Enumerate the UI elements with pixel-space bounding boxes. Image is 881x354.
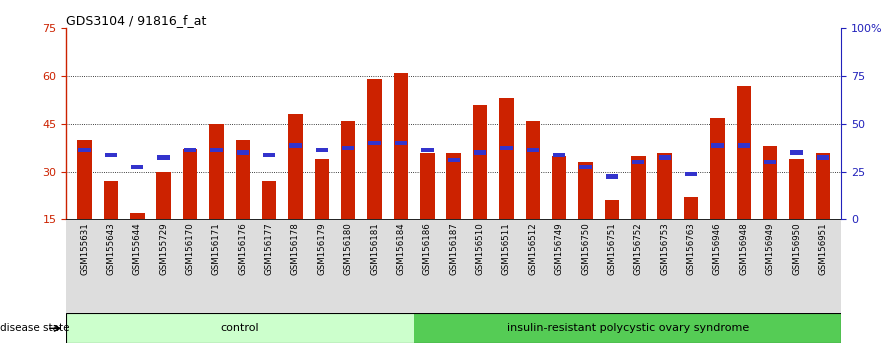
Text: GSM156512: GSM156512 — [529, 222, 537, 275]
Bar — [633, 160, 645, 164]
Text: GSM156181: GSM156181 — [370, 222, 379, 275]
Bar — [580, 165, 592, 169]
Bar — [763, 146, 777, 219]
Bar — [211, 148, 223, 153]
Bar — [527, 148, 539, 153]
Text: GSM156171: GSM156171 — [212, 222, 221, 275]
Bar — [710, 118, 725, 219]
Bar — [315, 148, 328, 153]
Bar — [606, 174, 618, 179]
Text: GSM156749: GSM156749 — [555, 222, 564, 275]
Bar — [184, 148, 196, 153]
Bar — [552, 156, 566, 219]
Bar — [78, 148, 91, 153]
Text: GSM156951: GSM156951 — [818, 222, 827, 275]
Bar — [158, 155, 170, 160]
Text: GSM156751: GSM156751 — [607, 222, 617, 275]
Text: GSM156753: GSM156753 — [660, 222, 670, 275]
Text: GSM156176: GSM156176 — [238, 222, 248, 275]
Bar — [394, 73, 408, 219]
Bar — [685, 172, 697, 176]
Text: GSM156763: GSM156763 — [686, 222, 695, 275]
Text: GSM156177: GSM156177 — [264, 222, 274, 275]
Text: GSM156170: GSM156170 — [186, 222, 195, 275]
Bar — [500, 98, 514, 219]
Text: GSM156179: GSM156179 — [317, 222, 326, 275]
Bar — [764, 160, 776, 164]
Bar — [315, 159, 329, 219]
Bar — [367, 79, 381, 219]
Bar — [395, 141, 407, 145]
Bar — [816, 153, 830, 219]
Bar — [578, 162, 593, 219]
Text: GSM156946: GSM156946 — [713, 222, 722, 275]
Bar — [789, 159, 803, 219]
Bar — [790, 150, 803, 155]
Bar — [657, 153, 672, 219]
Text: GSM156511: GSM156511 — [502, 222, 511, 275]
Bar — [420, 153, 434, 219]
Bar — [209, 124, 224, 219]
Bar — [342, 145, 354, 150]
Text: GSM156752: GSM156752 — [633, 222, 643, 275]
Bar — [78, 140, 92, 219]
Text: GSM156949: GSM156949 — [766, 222, 774, 275]
Text: GSM156950: GSM156950 — [792, 222, 801, 275]
Text: GSM156178: GSM156178 — [291, 222, 300, 275]
Bar — [288, 114, 303, 219]
Text: GSM155644: GSM155644 — [133, 222, 142, 275]
Bar — [658, 155, 670, 160]
Text: GDS3104 / 91816_f_at: GDS3104 / 91816_f_at — [66, 14, 206, 27]
Bar — [262, 181, 277, 219]
Text: GSM156186: GSM156186 — [423, 222, 432, 275]
Bar — [737, 143, 750, 148]
Text: GSM155631: GSM155631 — [80, 222, 89, 275]
Bar — [604, 200, 619, 219]
Text: GSM155643: GSM155643 — [107, 222, 115, 275]
Bar — [130, 213, 144, 219]
Text: disease state: disease state — [0, 323, 70, 333]
Bar — [341, 121, 356, 219]
Bar — [157, 172, 171, 219]
Bar — [737, 86, 751, 219]
Text: control: control — [221, 323, 259, 333]
Bar — [631, 156, 646, 219]
Text: insulin-resistant polycystic ovary syndrome: insulin-resistant polycystic ovary syndr… — [507, 323, 749, 333]
Bar — [368, 141, 381, 145]
Bar — [66, 313, 414, 343]
Bar — [237, 150, 249, 155]
Bar — [105, 153, 117, 157]
Bar — [684, 197, 699, 219]
Text: GSM156510: GSM156510 — [476, 222, 485, 275]
Bar — [182, 149, 197, 219]
Text: GSM156187: GSM156187 — [449, 222, 458, 275]
Text: GSM156180: GSM156180 — [344, 222, 352, 275]
Bar — [447, 153, 461, 219]
Bar — [553, 153, 566, 157]
Bar — [711, 143, 723, 148]
Bar — [414, 313, 841, 343]
Bar — [104, 181, 118, 219]
Bar — [235, 140, 250, 219]
Bar — [500, 145, 513, 150]
Bar — [289, 143, 301, 148]
Bar — [448, 158, 460, 162]
Bar — [817, 155, 829, 160]
Bar — [473, 105, 487, 219]
Bar — [421, 148, 433, 153]
Bar — [263, 153, 275, 157]
Text: GSM155729: GSM155729 — [159, 222, 168, 275]
Bar — [526, 121, 540, 219]
Text: GSM156750: GSM156750 — [581, 222, 590, 275]
Text: GSM156184: GSM156184 — [396, 222, 405, 275]
Bar — [131, 165, 144, 169]
Text: GSM156948: GSM156948 — [739, 222, 748, 275]
Bar — [474, 150, 486, 155]
